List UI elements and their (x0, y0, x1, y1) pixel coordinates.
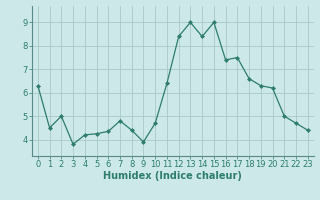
X-axis label: Humidex (Indice chaleur): Humidex (Indice chaleur) (103, 171, 242, 181)
